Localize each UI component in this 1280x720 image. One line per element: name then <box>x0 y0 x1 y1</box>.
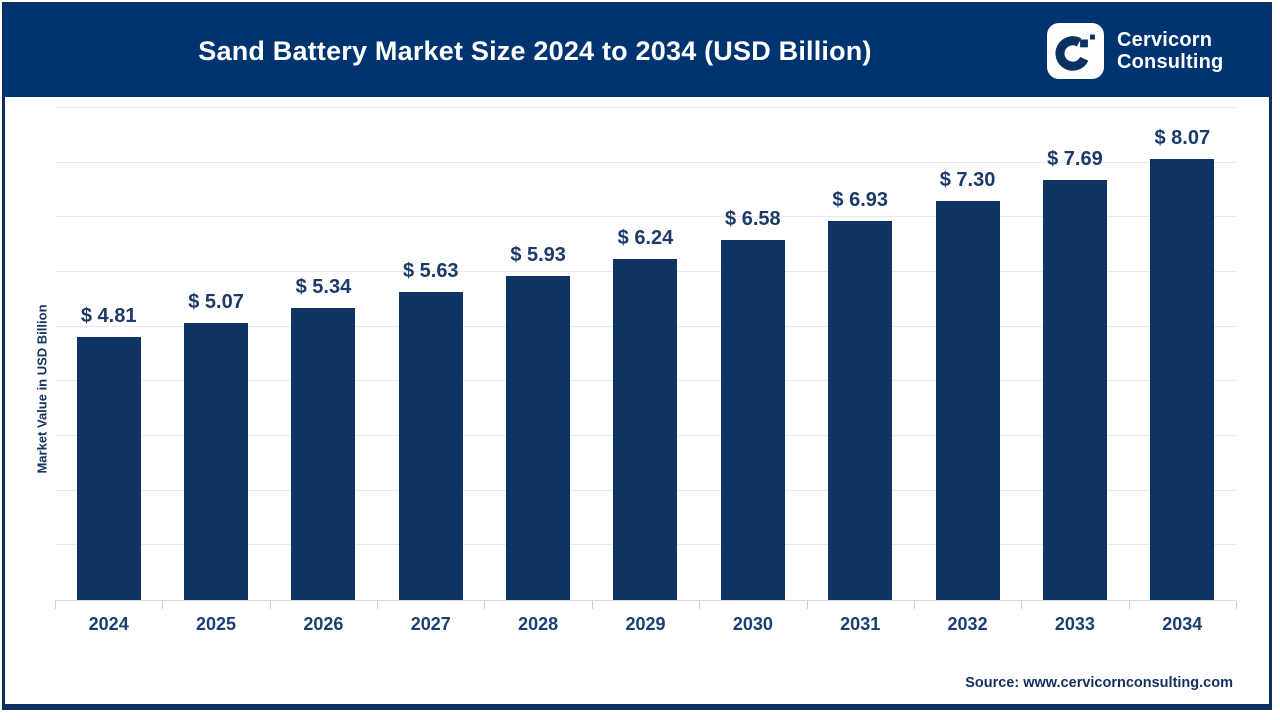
x-axis-tick <box>1021 601 1023 609</box>
bar-column: $ 4.81 <box>55 97 162 600</box>
gridline <box>55 216 1236 217</box>
bar-column: $ 5.07 <box>162 97 269 600</box>
bar <box>184 323 249 600</box>
gridline <box>55 107 1236 108</box>
x-axis-tick <box>1236 601 1237 609</box>
x-axis-category-label: 2028 <box>518 614 559 634</box>
gridline <box>55 162 1236 163</box>
bar-column: $ 6.58 <box>699 97 806 600</box>
chart-title: Sand Battery Market Size 2024 to 2034 (U… <box>198 35 872 66</box>
bar-column: $ 5.93 <box>484 97 591 600</box>
bar-value-label: $ 8.07 <box>1154 127 1211 149</box>
bar <box>1042 180 1107 600</box>
bar-value-label: $ 6.58 <box>725 208 781 230</box>
cervicorn-logo-icon <box>1047 23 1104 79</box>
x-axis-tick <box>591 601 593 609</box>
x-axis-category-label: 2034 <box>1162 614 1203 634</box>
y-axis-label: Market Value in USD Billion <box>34 304 50 474</box>
bar <box>291 308 356 600</box>
bar <box>935 201 1000 600</box>
brand-name: Cervicorn Consulting <box>1117 29 1223 74</box>
x-axis-tick <box>1128 601 1130 609</box>
bar-column: $ 7.30 <box>914 97 1021 600</box>
x-axis-category-label: 2032 <box>947 614 988 634</box>
bar <box>1150 159 1215 600</box>
bar-value-label: $ 7.69 <box>1047 148 1103 170</box>
x-axis-category-label: 2033 <box>1054 614 1095 634</box>
bar-column: $ 5.34 <box>270 97 377 600</box>
x-axis-tick <box>484 601 486 609</box>
x-axis-tick <box>699 601 701 609</box>
bar <box>506 276 571 600</box>
chart-body: Market Value in USD Billion $ 4.81 $ 5.07… <box>5 97 1269 707</box>
bar <box>398 292 463 600</box>
x-axis-tick <box>269 601 271 609</box>
source-text: Source: www.cervicornconsulting.com <box>965 675 1233 691</box>
x-axis-tick <box>806 601 808 609</box>
header: Sand Battery Market Size 2024 to 2034 (U… <box>5 5 1269 97</box>
chart-frame: Sand Battery Market Size 2024 to 2034 (U… <box>2 2 1272 710</box>
bar-value-label: $ 7.30 <box>939 169 996 191</box>
bar-value-label: $ 5.63 <box>402 260 459 282</box>
brand-line2: Consulting <box>1117 51 1224 73</box>
brand-line1: Cervicorn <box>1117 28 1213 51</box>
bar <box>720 240 785 600</box>
x-axis-category-label: 2024 <box>88 614 129 634</box>
bars-row: $ 4.81 $ 5.07 $ 5.34 $ 5.63 $ 5.93 $ 6.24 $ 6.… <box>55 97 1236 600</box>
bar <box>613 259 678 600</box>
title-wrap: Sand Battery Market Size 2024 to 2034 (U… <box>5 36 1047 67</box>
bar-value-label: $ 6.93 <box>832 189 888 211</box>
bar-value-label: $ 6.24 <box>617 227 674 249</box>
x-axis-category-label: 2025 <box>196 614 237 634</box>
x-axis-tick <box>55 601 56 609</box>
x-axis-tick <box>913 601 915 609</box>
x-axis-category-label: 2030 <box>732 614 773 634</box>
bar-value-label: $ 4.81 <box>80 305 137 327</box>
bar-value-label: $ 5.07 <box>188 291 244 313</box>
plot-area: $ 4.81 $ 5.07 $ 5.34 $ 5.63 $ 5.93 $ 6.24 $ 6.… <box>55 97 1236 600</box>
x-axis-category-label: 2031 <box>840 614 881 634</box>
x-axis-category-label: 2029 <box>625 614 666 634</box>
bar-column: $ 5.63 <box>377 97 484 600</box>
bar-column: $ 6.24 <box>592 97 699 600</box>
bar-column: $ 8.07 <box>1129 97 1236 600</box>
x-axis-tick <box>377 601 379 609</box>
bar-value-label: $ 5.93 <box>510 244 566 266</box>
x-axis: 2024 2025 2026 2027 2028 2029 2030 2031 2032 2033… <box>55 600 1237 647</box>
bar-column: $ 6.93 <box>807 97 914 600</box>
brand-logo: Cervicorn Consulting <box>1047 23 1243 79</box>
bar <box>828 221 893 600</box>
bar <box>76 337 141 600</box>
x-axis-category-label: 2027 <box>410 614 451 634</box>
x-axis-tick <box>162 601 164 609</box>
x-axis-category-label: 2026 <box>303 614 344 634</box>
bar-column: $ 7.69 <box>1021 97 1128 600</box>
bar-value-label: $ 5.34 <box>295 276 352 298</box>
